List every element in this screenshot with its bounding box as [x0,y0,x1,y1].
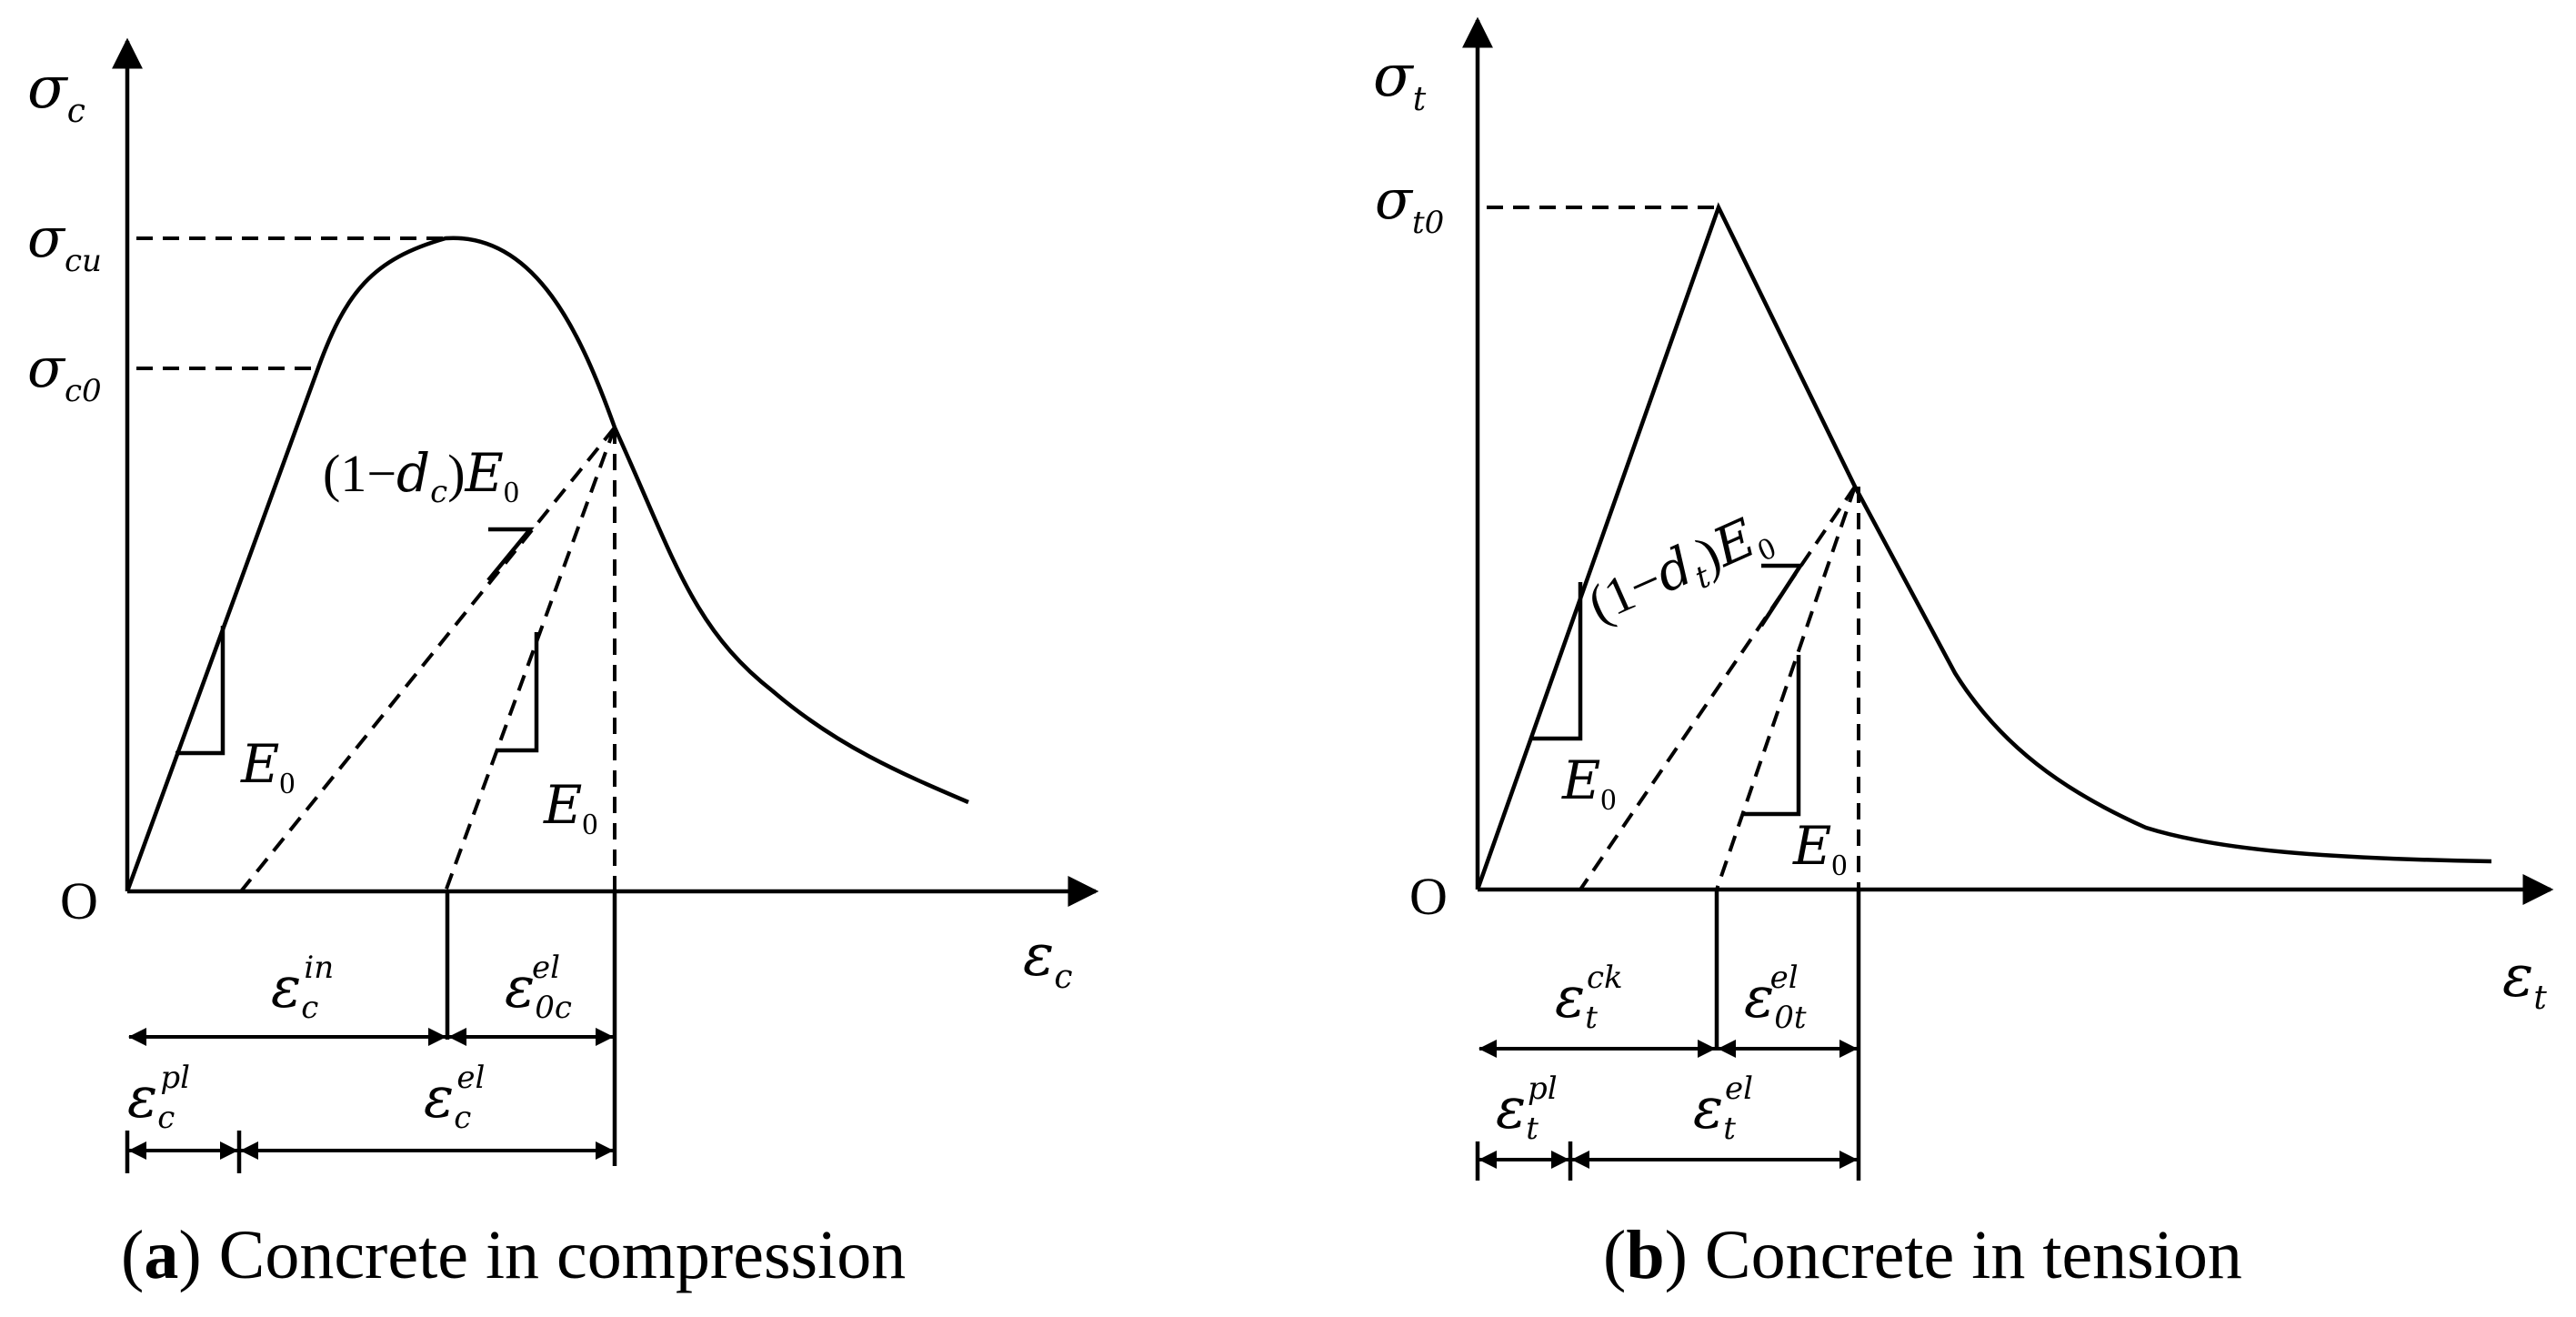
b-slope-triangle-left [1530,582,1583,741]
b-eps-cracking-label: εtck [1555,960,1623,1036]
panel-compression: σc σcu σc0 O εc (1−dc)E0 E0 E0 εcin ε0ce… [27,37,1099,1293]
a-unload-dash-elastic [444,427,616,892]
b-caption: (b) Concrete in tension [1603,1217,2242,1293]
a-peak-stress-label: σcu [27,206,102,279]
b-unload-dash-elastic [1715,486,1857,890]
a-origin-label: O [60,871,98,930]
a-modulus-right-label: E0 [543,774,597,841]
a-y-axis-label: σc [27,55,85,130]
a-slope-triangle-mid [486,527,535,582]
a-slope-triangle-right [496,632,539,753]
a-eps-inelastic-label: εcin [271,950,334,1026]
b-origin-label: O [1409,867,1448,926]
b-unload-dash-damaged [1579,485,1857,891]
panel-tension: σt σt0 O εt (1−dt)E0 E0 E0 εtck ε0tel εt… [1373,16,2554,1293]
a-unload-dash-damaged [239,426,616,893]
b-modulus-right-label: E0 [1792,815,1847,882]
a-x-axis-label: εc [1023,922,1073,996]
b-slope-triangle-right [1741,655,1801,817]
b-modulus-left-label: E0 [1561,749,1616,817]
b-stress-strain-curve [1475,202,2492,890]
a-yield-stress-label: σc0 [27,337,102,409]
a-modulus-left-label: E0 [240,733,295,800]
a-unload-modulus-label: (1−dc)E0 [323,442,519,510]
b-x-axis-label: εt [2502,943,2547,1017]
b-eps-elastic0-label: ε0tel [1744,960,1807,1036]
b-slope-triangle-mid [1759,563,1805,628]
b-eps-elastic-label: εtel [1693,1071,1753,1147]
a-caption: (a) Concrete in compression [121,1217,906,1293]
b-y-axis-label: σt [1373,43,1427,118]
a-eps-elastic0-label: ε0cel [505,950,572,1026]
b-peak-stress-label: σt0 [1375,168,1444,241]
a-eps-elastic-label: εcel [424,1060,485,1136]
a-slope-triangle-left [175,626,226,756]
a-eps-plastic-label: εcpl [127,1060,190,1136]
b-eps-plastic-label: εtpl [1496,1071,1558,1147]
